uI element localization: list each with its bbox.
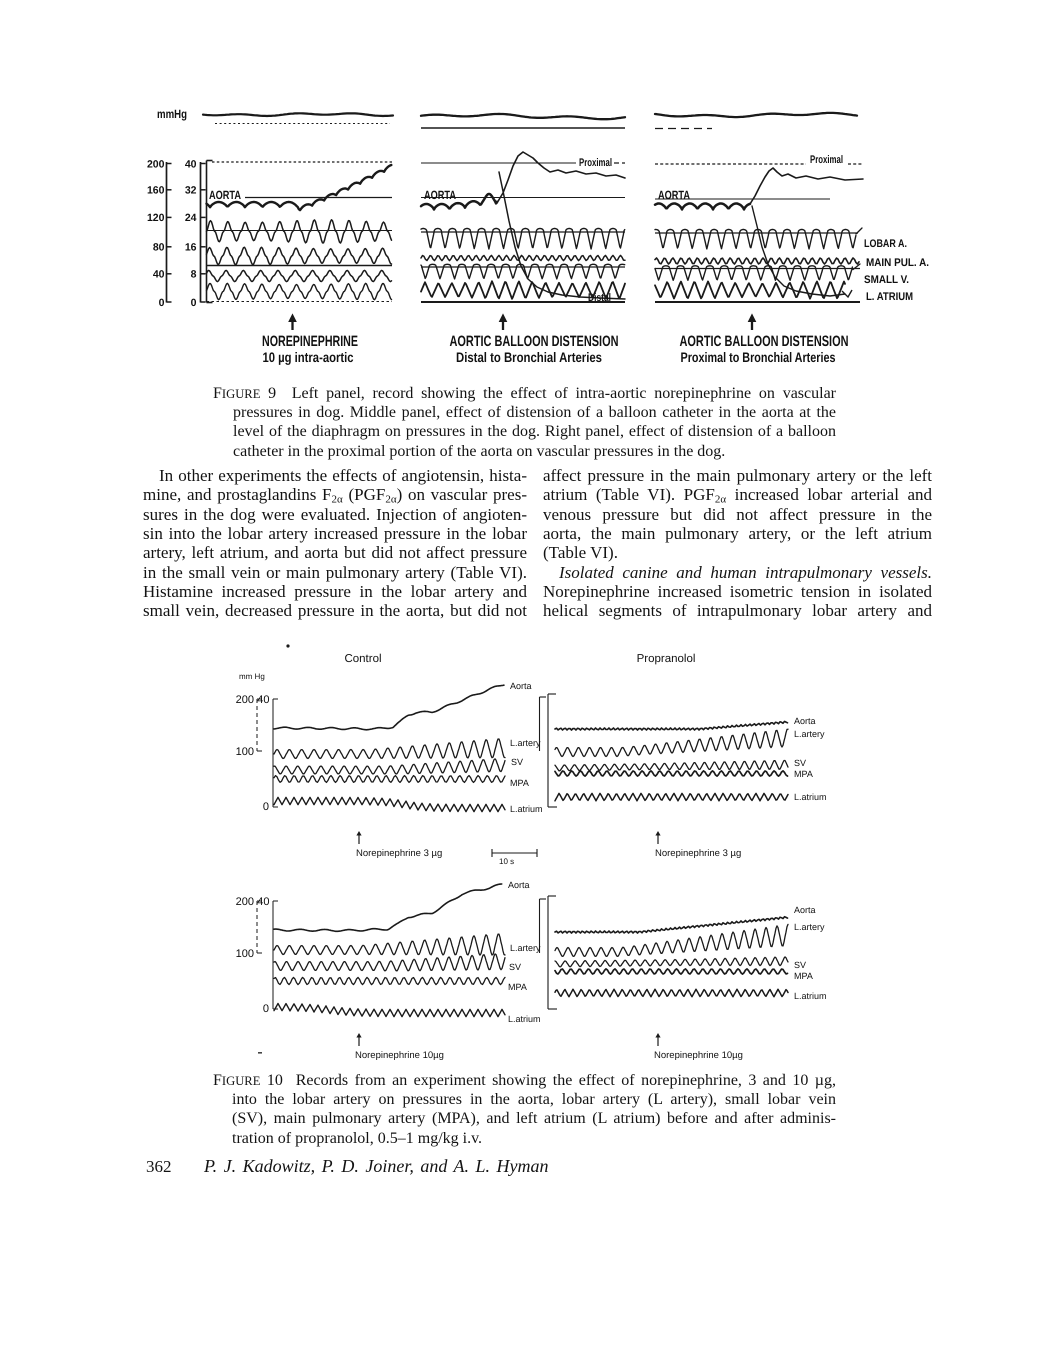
- svg-text:SV: SV: [509, 962, 521, 972]
- svg-text:L.artery: L.artery: [510, 943, 541, 953]
- svg-text:40: 40: [257, 694, 269, 706]
- svg-text:0: 0: [159, 297, 165, 309]
- svg-text:0: 0: [263, 1003, 269, 1015]
- svg-text:100: 100: [236, 746, 254, 758]
- svg-text:SV: SV: [511, 757, 523, 767]
- svg-text:Control: Control: [344, 653, 381, 665]
- svg-text:200: 200: [236, 896, 254, 908]
- svg-text:16: 16: [185, 242, 197, 254]
- svg-text:AORTIC BALLOON DISTENSION: AORTIC BALLOON DISTENSION: [680, 333, 849, 350]
- svg-text:Aorta: Aorta: [508, 880, 530, 890]
- svg-text:32: 32: [185, 185, 197, 197]
- svg-text:mm Hg: mm Hg: [239, 672, 265, 681]
- svg-text:MPA: MPA: [508, 982, 527, 992]
- svg-text:Aorta: Aorta: [794, 905, 816, 915]
- svg-text:8: 8: [191, 269, 197, 281]
- svg-text:Proximal: Proximal: [579, 157, 612, 169]
- svg-text:AORTA: AORTA: [658, 188, 690, 202]
- svg-text:Proximal: Proximal: [810, 154, 843, 166]
- svg-text:Aorta: Aorta: [794, 716, 816, 726]
- svg-text:L. ATRIUM: L. ATRIUM: [866, 291, 913, 303]
- svg-text:Distal to Bronchial Arterie: Distal to Bronchial Arteries: [456, 350, 602, 365]
- svg-text:SMALL V.: SMALL V.: [864, 274, 909, 286]
- svg-text:40: 40: [153, 269, 165, 281]
- svg-text:L.artery: L.artery: [794, 729, 825, 739]
- svg-text:L.atrium: L.atrium: [794, 991, 827, 1001]
- svg-text:LOBAR A.: LOBAR A.: [864, 238, 907, 250]
- svg-text:SV: SV: [794, 960, 806, 970]
- svg-text:80: 80: [153, 242, 165, 254]
- svg-text:160: 160: [147, 185, 165, 197]
- svg-text:L.atrium: L.atrium: [794, 792, 827, 802]
- svg-text:L.artery: L.artery: [794, 922, 825, 932]
- svg-text:Proximal to Bronchial Arter: Proximal to Bronchial Arteries: [681, 350, 836, 365]
- svg-text:Norepinephrine 10µg: Norepinephrine 10µg: [355, 1050, 444, 1061]
- svg-text:MPA: MPA: [510, 778, 529, 788]
- svg-text:100: 100: [236, 948, 254, 960]
- svg-text:AORTA: AORTA: [209, 188, 241, 202]
- svg-text:L.atrium: L.atrium: [510, 804, 543, 814]
- svg-text:mmHg: mmHg: [157, 107, 187, 121]
- svg-text:MPA: MPA: [794, 769, 813, 779]
- svg-text:Propranolol: Propranolol: [637, 653, 696, 665]
- svg-text:SV: SV: [794, 758, 806, 768]
- svg-text:200: 200: [147, 158, 165, 170]
- svg-text:AORTIC BALLOON DISTENSION: AORTIC BALLOON DISTENSION: [450, 333, 619, 350]
- svg-text:24: 24: [185, 212, 197, 224]
- svg-text:NOREPINEPHRINE: NOREPINEPHRINE: [262, 333, 358, 350]
- svg-text:0: 0: [191, 297, 197, 309]
- svg-text:40: 40: [185, 158, 197, 170]
- svg-text:200: 200: [236, 694, 254, 706]
- svg-text:L.artery: L.artery: [510, 738, 541, 748]
- svg-text:Norepinephrine 3 µg: Norepinephrine 3 µg: [356, 848, 442, 859]
- svg-text:L.atrium: L.atrium: [508, 1014, 541, 1024]
- svg-text:40: 40: [257, 896, 269, 908]
- svg-text:AORTA: AORTA: [424, 188, 456, 202]
- svg-text:MPA: MPA: [794, 971, 813, 981]
- svg-text:10 s: 10 s: [499, 857, 514, 866]
- svg-text:120: 120: [147, 212, 165, 224]
- svg-text:0: 0: [263, 801, 269, 813]
- svg-text:Norepinephrine 10µg: Norepinephrine 10µg: [654, 1050, 743, 1061]
- svg-text:10 µg intra-aortic: 10 µg intra-aortic: [263, 350, 354, 365]
- svg-text:Norepinephrine 3 µg: Norepinephrine 3 µg: [655, 848, 741, 859]
- svg-text:MAIN PUL. A.: MAIN PUL. A.: [866, 257, 929, 269]
- svg-text:Aorta: Aorta: [510, 681, 532, 691]
